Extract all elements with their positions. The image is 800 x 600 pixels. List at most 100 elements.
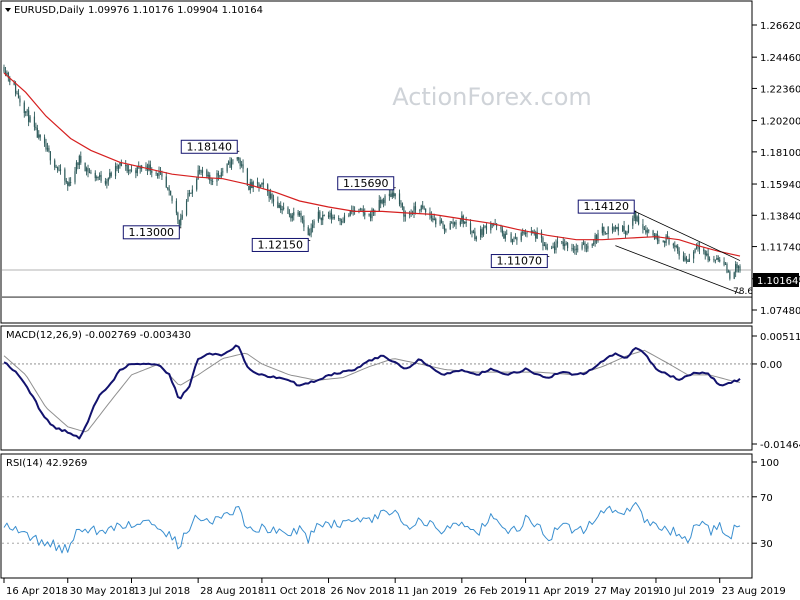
candle-body — [675, 245, 677, 247]
candle-body — [423, 207, 425, 209]
candle-body — [68, 182, 70, 186]
candle-body — [109, 172, 111, 179]
candle-body — [145, 165, 147, 167]
candle-body — [177, 212, 179, 220]
candle-body — [536, 231, 538, 239]
candle-body — [178, 219, 180, 226]
candle-body — [226, 163, 228, 172]
candle-body — [310, 227, 312, 234]
candle-body — [158, 171, 160, 176]
candle-body — [168, 188, 170, 191]
candle-body — [148, 164, 150, 171]
candle-body — [562, 241, 564, 247]
candle-body — [309, 233, 311, 236]
candle-body — [451, 222, 453, 224]
candle-body — [110, 172, 112, 177]
candle-body — [200, 170, 202, 173]
candle-body — [652, 230, 654, 236]
candle-body — [542, 238, 544, 246]
candle-body — [67, 182, 69, 186]
candle-body — [658, 240, 660, 242]
candle-body — [577, 248, 579, 250]
candle-body — [23, 102, 25, 114]
candle-body — [593, 242, 595, 245]
time-tick-label: 26 Nov 2018 — [331, 586, 395, 597]
candle-body — [342, 221, 344, 223]
candle-body — [210, 180, 212, 182]
rsi-panel: RSI(14) 42.9269 100 70 30 — [0, 453, 779, 579]
candle-body — [55, 167, 57, 169]
candle-body — [445, 229, 447, 231]
time-tick-label: 11 Apr 2019 — [528, 586, 590, 597]
candle-body — [246, 168, 249, 186]
symbol-label: EURUSD,Daily — [14, 5, 85, 16]
candle-body — [394, 193, 396, 197]
candle-body — [339, 218, 341, 222]
rsi-ticks: 100 70 30 — [752, 458, 779, 550]
candle-body — [564, 244, 566, 247]
candle-body — [520, 232, 522, 241]
candle-body — [120, 162, 122, 167]
candle-body — [35, 126, 37, 129]
candle-body — [216, 173, 218, 182]
candle-body — [106, 181, 108, 184]
candle-body — [393, 192, 395, 197]
candle-body — [241, 164, 243, 166]
candle-body — [323, 215, 325, 216]
candle-body — [522, 231, 524, 233]
candle-body — [90, 172, 92, 174]
collapse-arrow-icon[interactable] — [5, 8, 11, 12]
candle-body — [603, 226, 605, 232]
candle-body — [698, 246, 701, 250]
candle-body — [219, 175, 221, 177]
candle-body — [622, 226, 624, 232]
candle-body — [685, 257, 687, 261]
candle-body — [439, 220, 441, 225]
candle-body — [632, 218, 634, 226]
candle-body — [591, 244, 593, 246]
candle-body — [737, 266, 740, 269]
candle-body — [249, 182, 251, 190]
annotation-box — [337, 176, 395, 191]
candle-body — [320, 217, 322, 221]
candle-body — [717, 257, 719, 260]
candle-body — [181, 214, 183, 219]
candle-body — [58, 169, 60, 171]
candle-body — [739, 266, 741, 271]
macd-lines — [3, 344, 741, 440]
candle-body — [238, 157, 240, 160]
candle-body — [222, 171, 224, 173]
candle-body — [624, 231, 627, 235]
candle-body — [271, 193, 273, 199]
candle-body — [637, 216, 640, 225]
candle-body — [714, 259, 716, 261]
macd-tick-label: -0.014647 — [760, 440, 800, 451]
time-tick-label: 27 May 2019 — [594, 586, 659, 597]
candle-body — [469, 223, 472, 231]
ohlc-readout: 1.09976 1.10176 1.09904 1.10164 — [88, 5, 263, 16]
candle-body — [43, 137, 46, 144]
candle-body — [503, 233, 505, 239]
candle-body — [287, 207, 289, 214]
candle-body — [242, 164, 244, 169]
candle-body — [46, 148, 49, 150]
candle-body — [635, 212, 637, 222]
candle-body — [7, 72, 9, 78]
candle-body — [78, 155, 80, 166]
candle-body — [688, 258, 690, 262]
candle-body — [77, 162, 79, 166]
candle-body — [80, 155, 82, 163]
candle-body — [236, 157, 238, 160]
candle-body — [449, 223, 451, 230]
candle-body — [212, 181, 214, 182]
candle-body — [313, 221, 315, 225]
candle-body — [465, 221, 467, 224]
candle-body — [290, 213, 292, 219]
candle-body — [19, 98, 21, 103]
channel-upper-line — [634, 210, 741, 261]
price-annotation: 1.12150 — [251, 237, 311, 252]
candle-body — [38, 134, 40, 138]
candle-body — [430, 215, 433, 219]
candle-body — [611, 226, 614, 231]
